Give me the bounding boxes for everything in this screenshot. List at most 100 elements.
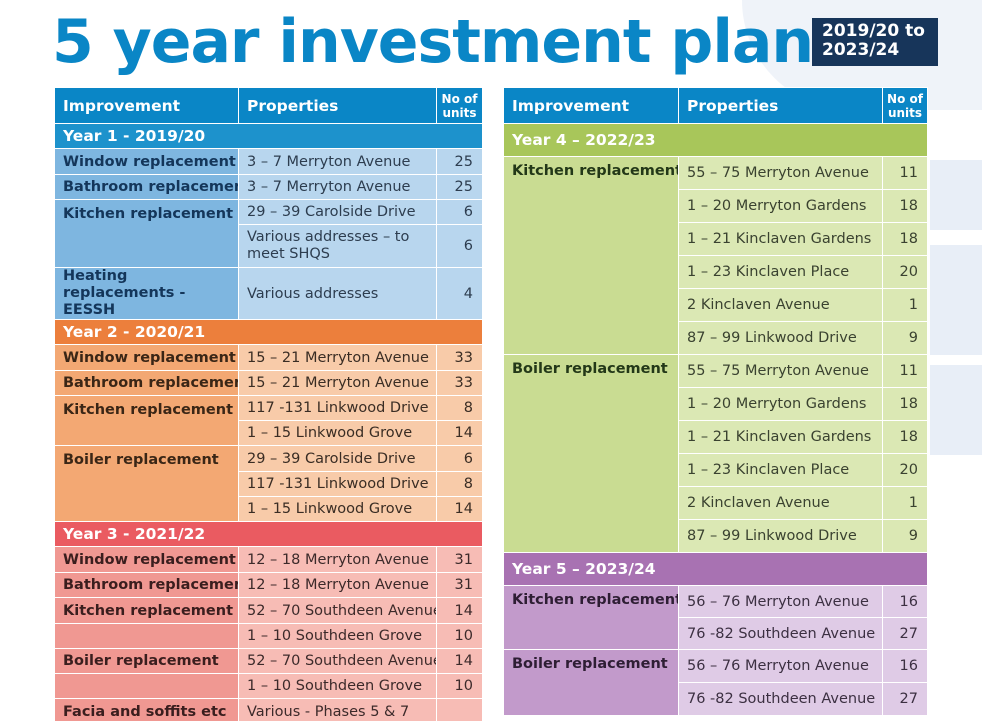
year-heading-row: Year 4 – 2022/23: [503, 123, 928, 157]
property-cell: 56 – 76 Merryton Avenue: [678, 585, 883, 618]
improvement-cell: Kitchen replacement: [54, 199, 239, 268]
table-row: 1 – 15 Linkwood Grove 14: [55, 496, 483, 522]
table-row: 2 Kinclaven Avenue 1: [504, 486, 928, 520]
year-heading: Year 1 - 2019/20: [54, 123, 483, 149]
year-heading-row: Year 3 - 2021/22: [54, 521, 483, 547]
column-header-improvement: Improvement: [54, 87, 239, 124]
table-row: Heating replacements - EESSH Various add…: [54, 267, 483, 320]
improvement-cell: Window replacement: [54, 148, 239, 175]
table-row: Boiler replacement 52 – 70 Southdeen Ave…: [54, 648, 483, 674]
property-cell: 1 – 15 Linkwood Grove: [238, 420, 437, 446]
table-row: Various addresses – to meet SHQS 6: [55, 224, 483, 268]
column-header-properties: Properties: [238, 87, 437, 124]
table-row: Boiler replacement 29 – 39 Carolside Dri…: [54, 445, 483, 522]
year-2-section: Year 2 - 2020/21 Window replacement 15 –…: [54, 319, 483, 522]
units-cell: 20: [882, 453, 928, 487]
year-5-section: Year 5 – 2023/24 Kitchen replacement 56 …: [503, 552, 928, 716]
improvement-cell: Kitchen replacement: [54, 395, 239, 446]
units-cell: 25: [436, 174, 483, 200]
property-cell: 56 – 76 Merryton Avenue: [678, 649, 883, 683]
table-row: Kitchen replacement 55 – 75 Merryton Ave…: [503, 156, 928, 355]
improvement-cell: Boiler replacement: [54, 648, 239, 674]
units-cell: 25: [436, 148, 483, 175]
units-cell: [436, 698, 483, 721]
investment-table-right: Improvement Properties No of units Year …: [503, 87, 928, 716]
table-row: Bathroom replacement 3 – 7 Merryton Aven…: [54, 174, 483, 200]
improvement-cell: Bathroom replacement: [54, 174, 239, 200]
table-row: Window replacement 15 – 21 Merryton Aven…: [54, 344, 483, 371]
units-cell: 16: [882, 649, 928, 683]
units-cell: 27: [882, 682, 928, 716]
improvement-cell: [54, 623, 239, 649]
column-header-units: No of units: [436, 87, 483, 124]
improvement-cell: Boiler replacement: [54, 445, 239, 522]
property-cell: 2 Kinclaven Avenue: [678, 486, 883, 520]
table-row: 1 – 23 Kinclaven Place 20: [504, 453, 928, 487]
year-heading: Year 2 - 2020/21: [54, 319, 483, 345]
year-heading: Year 5 – 2023/24: [503, 552, 928, 586]
improvement-cell: Kitchen replacement: [503, 585, 679, 650]
property-cell: Various addresses: [238, 267, 437, 320]
property-cell: Various - Phases 5 & 7: [238, 698, 437, 721]
property-cell: Various addresses – to meet SHQS: [238, 224, 437, 268]
units-cell: 27: [882, 617, 928, 650]
property-cell: 12 – 18 Merryton Avenue: [238, 572, 437, 598]
units-cell: 4: [436, 267, 483, 320]
property-cell: 76 -82 Southdeen Avenue: [678, 682, 883, 716]
units-cell: 6: [436, 224, 483, 268]
year-heading: Year 4 – 2022/23: [503, 123, 928, 157]
improvement-cell: Bathroom replacement: [54, 572, 239, 598]
property-cell: 1 – 15 Linkwood Grove: [238, 496, 437, 522]
column-header-properties: Properties: [678, 87, 883, 124]
improvement-cell: Boiler replacement: [503, 354, 679, 553]
units-cell: 14: [436, 648, 483, 674]
property-cell: 117 -131 Linkwood Drive: [238, 395, 437, 421]
table-row: Bathroom replacement 12 – 18 Merryton Av…: [54, 572, 483, 598]
page-title: 5 year investment plan: [52, 7, 814, 77]
improvement-cell: Facia and soffits etc: [54, 698, 239, 721]
units-cell: 9: [882, 321, 928, 355]
units-cell: 14: [436, 597, 483, 624]
improvement-cell: Kitchen replacement: [503, 156, 679, 355]
table-row: 87 – 99 Linkwood Drive 9: [504, 519, 928, 553]
property-cell: 12 – 18 Merryton Avenue: [238, 546, 437, 573]
column-header-improvement: Improvement: [503, 87, 679, 124]
units-cell: 31: [436, 572, 483, 598]
table-row: 117 -131 Linkwood Drive 8: [55, 471, 483, 497]
year-heading-row: Year 1 - 2019/20: [54, 123, 483, 149]
units-cell: 16: [882, 585, 928, 618]
table-row: 1 – 10 Southdeen Grove 10: [54, 673, 483, 699]
table-row: 1 – 20 Merryton Gardens 18: [504, 189, 928, 223]
table-row: 1 – 23 Kinclaven Place 20: [504, 255, 928, 289]
property-cell: 1 – 21 Kinclaven Gardens: [678, 222, 883, 256]
year-heading-row: Year 5 – 2023/24: [503, 552, 928, 586]
units-cell: 33: [436, 344, 483, 371]
units-cell: 18: [882, 420, 928, 454]
column-header-units: No of units: [882, 87, 928, 124]
table-row: 1 – 15 Linkwood Grove 14: [55, 420, 483, 446]
property-cell: 117 -131 Linkwood Drive: [238, 471, 437, 497]
improvement-cell: Kitchen replacement: [54, 597, 239, 624]
investment-table-left: Improvement Properties No of units Year …: [54, 87, 483, 721]
background-decoration: [930, 160, 982, 230]
date-range-badge: 2019/20 to 2023/24: [812, 18, 938, 66]
property-cell: 1 – 20 Merryton Gardens: [678, 189, 883, 223]
property-cell: 3 – 7 Merryton Avenue: [238, 148, 437, 175]
property-cell: 55 – 75 Merryton Avenue: [678, 354, 883, 388]
improvement-cell: Heating replacements - EESSH: [54, 267, 239, 320]
year-4-section: Year 4 – 2022/23 Kitchen replacement 55 …: [503, 123, 928, 553]
property-cell: 55 – 75 Merryton Avenue: [678, 156, 883, 190]
units-cell: 10: [436, 623, 483, 649]
improvement-cell: Window replacement: [54, 546, 239, 573]
property-cell: 15 – 21 Merryton Avenue: [238, 344, 437, 371]
table-row: 1 – 10 Southdeen Grove 10: [54, 623, 483, 649]
table-header-row: Improvement Properties No of units: [503, 87, 928, 124]
property-cell: 2 Kinclaven Avenue: [678, 288, 883, 322]
property-cell: 15 – 21 Merryton Avenue: [238, 370, 437, 396]
units-cell: 6: [436, 199, 483, 225]
property-cell: 52 – 70 Southdeen Avenue: [238, 648, 437, 674]
units-cell: 20: [882, 255, 928, 289]
units-cell: 31: [436, 546, 483, 573]
badge-line-1: 2019/20 to: [822, 21, 925, 41]
units-cell: 14: [436, 496, 483, 522]
